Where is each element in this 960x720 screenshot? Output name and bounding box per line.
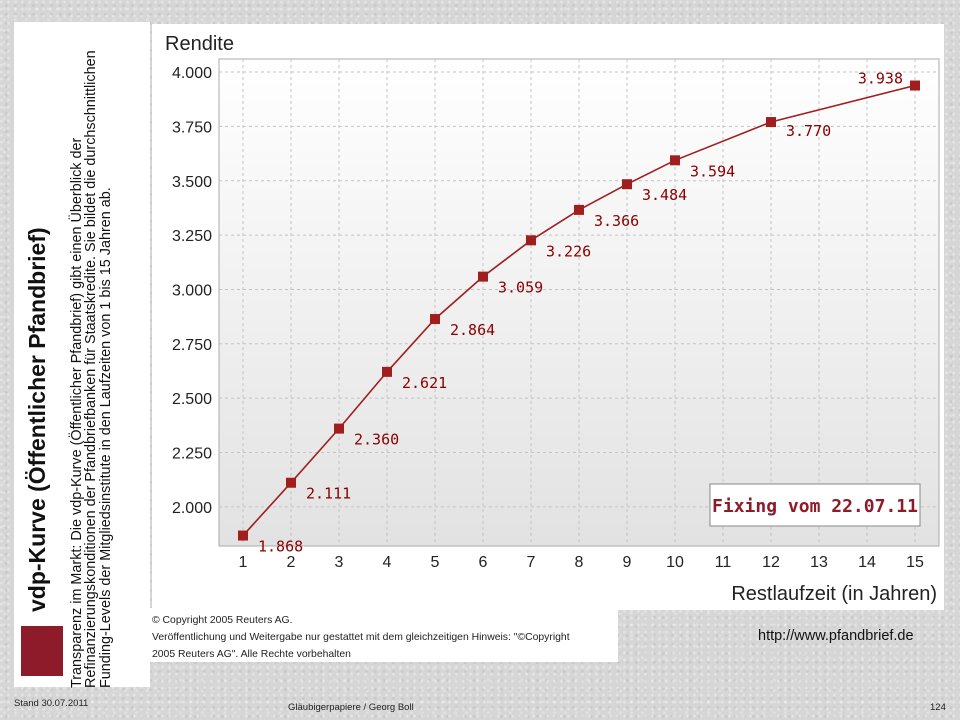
chart-panel: 2.000 2.250 2.500 2.750 3.000 3.250 3.500 3.750… [152, 24, 944, 610]
data-label: 3.770 [786, 122, 831, 140]
fixing-box [709, 483, 921, 527]
data-point-marker [238, 530, 248, 541]
data-point-marker [670, 155, 680, 166]
x-tick-label: 13 [810, 554, 828, 571]
plot-area [218, 58, 940, 547]
data-point-marker [430, 314, 440, 325]
y-tick-label: 4.000 [172, 65, 212, 82]
copyright-line-3: 2005 Reuters AG". Alle Rechte vorbehalte… [152, 649, 351, 660]
y-tick-label: 3.000 [172, 282, 212, 299]
data-label: 2.360 [354, 431, 399, 449]
accent-square [21, 626, 63, 676]
x-tick-label: 14 [858, 554, 876, 571]
data-label: 2.111 [306, 485, 351, 503]
footer-date: Stand 30.07.2011 [14, 698, 89, 709]
y-tick-label: 2.250 [172, 446, 212, 463]
data-label: 3.059 [498, 279, 543, 297]
x-tick-label: 12 [762, 554, 780, 571]
y-tick-label: 3.500 [172, 174, 212, 191]
y-tick-label: 2.000 [172, 500, 212, 517]
footer-center-text: Gläubigerpapiere / Georg Boll [288, 702, 414, 713]
page-number: 124 [930, 702, 946, 713]
copyright-notice: © Copyright 2005 Reuters AG. Veröffentli… [148, 608, 618, 662]
y-tick-label: 3.750 [172, 119, 212, 136]
x-tick-label: 2 [287, 554, 296, 571]
data-point-marker [574, 204, 584, 215]
data-label: 1.868 [258, 538, 303, 556]
data-label: 3.484 [642, 186, 687, 204]
x-tick-label: 4 [383, 554, 392, 571]
source-url-link[interactable]: http://www.pfandbrief.de [758, 628, 914, 644]
x-tick-label: 7 [527, 554, 536, 571]
data-point-marker [622, 179, 632, 190]
data-point-marker [478, 271, 488, 282]
y-tick-label: 2.500 [172, 391, 212, 408]
slide-description: Transparenz im Markt: Die vdp-Kurve (Öff… [69, 50, 114, 688]
data-point-marker [526, 235, 536, 246]
x-tick-label: 6 [479, 554, 488, 571]
left-panel [14, 22, 150, 687]
yield-curve-chart: 2.000 2.250 2.500 2.750 3.000 3.250 3.500 3.750… [165, 33, 940, 605]
copyright-line-1: © Copyright 2005 Reuters AG. [152, 615, 293, 626]
data-label: 2.864 [450, 321, 495, 339]
series-line [242, 84, 916, 537]
x-tick-label: 8 [575, 554, 584, 571]
data-label: 3.366 [594, 212, 639, 230]
data-label: 3.938 [858, 70, 903, 88]
data-label: 3.226 [546, 242, 591, 260]
y-tick-label: 3.250 [172, 228, 212, 245]
x-tick-label: 1 [239, 554, 248, 571]
slide-title: vdp-Kurve (Öffentlicher Pfandbrief) [24, 227, 50, 612]
x-tick-label: 10 [666, 554, 684, 571]
data-label: 3.594 [690, 162, 735, 180]
data-point-marker [910, 80, 920, 91]
chart-title: Rendite [165, 33, 234, 55]
x-tick-label: 3 [335, 554, 344, 571]
x-tick-label: 9 [623, 554, 632, 571]
data-point-marker [382, 366, 392, 377]
y-tick-label: 2.750 [172, 337, 212, 354]
x-tick-label: 15 [906, 554, 924, 571]
data-point-marker [766, 117, 776, 128]
x-axis-label: Restlaufzeit (in Jahren) [731, 583, 937, 605]
fixing-annotation: Fixing vom 22.07.11 [712, 496, 918, 517]
data-point-marker [286, 477, 296, 488]
copyright-line-2: Veröffentlichung und Weitergabe nur gest… [152, 632, 570, 643]
data-point-marker [334, 423, 344, 434]
x-tick-label: 5 [431, 554, 440, 571]
x-tick-label: 11 [715, 554, 732, 571]
data-label: 2.621 [402, 374, 447, 392]
